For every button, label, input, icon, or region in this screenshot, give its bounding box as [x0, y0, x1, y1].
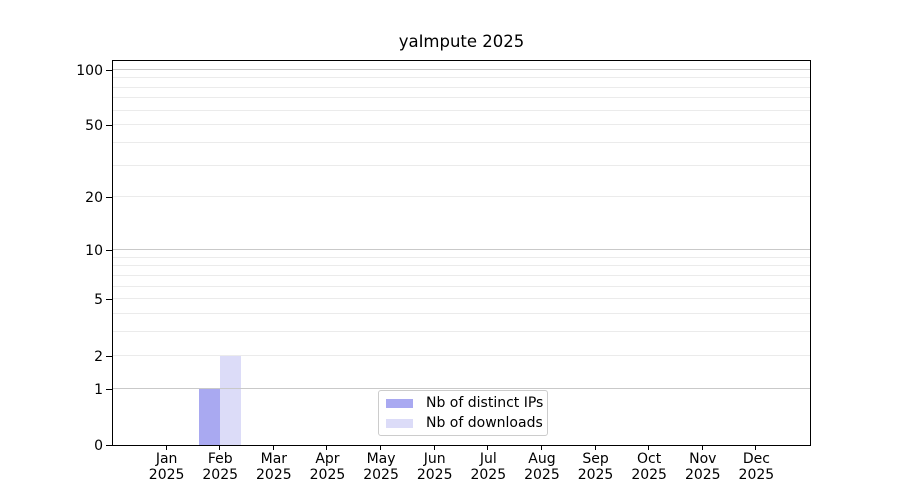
gridline-minor: [113, 298, 810, 299]
gridline-minor: [113, 313, 810, 314]
y-tick-label: 20: [85, 190, 103, 207]
x-tick-month: Jun: [423, 451, 446, 467]
legend-label: Nb of downloads: [426, 415, 543, 431]
gridline-minor: [113, 196, 810, 197]
y-tick: [106, 70, 112, 71]
x-tick-label: Mar 2025: [242, 451, 306, 483]
y-tick: [106, 197, 112, 198]
x-tick-year: 2025: [631, 466, 667, 483]
y-tick-label: 100: [76, 62, 103, 79]
x-tick-month: Apr: [315, 451, 340, 467]
y-tick-label: 1: [94, 381, 103, 398]
x-tick: [541, 445, 542, 450]
gridline-minor: [113, 257, 810, 258]
gridline-minor: [113, 286, 810, 287]
gridline-minor: [113, 275, 810, 276]
legend-item: Nb of distinct IPs: [379, 393, 547, 413]
gridline-major: [113, 249, 810, 250]
x-tick: [166, 445, 167, 450]
y-tick: [106, 356, 112, 357]
plot-area: Nb of distinct IPs Nb of downloads 100 50 2…: [76, 60, 811, 482]
y-tick-label: 10: [85, 243, 103, 260]
x-tick-year: 2025: [309, 466, 346, 483]
gridline-minor: [113, 165, 810, 166]
legend-item: Nb of downloads: [379, 413, 547, 433]
x-tick-label: Nov 2025: [671, 451, 735, 483]
x-tick: [380, 445, 381, 450]
gridline-major: [113, 69, 810, 70]
x-tick-label: Oct 2025: [617, 451, 681, 483]
y-tick-label: 0: [94, 438, 103, 454]
x-tick-month: Feb: [207, 451, 233, 467]
x-tick-month: Aug: [528, 451, 556, 467]
x-tick-label: Dec 2025: [724, 451, 788, 483]
x-tick-year: 2025: [524, 466, 560, 483]
legend-label: Nb of distinct IPs: [426, 395, 544, 411]
x-tick: [326, 445, 327, 450]
gridline-minor: [113, 331, 810, 332]
y-tick: [106, 389, 112, 390]
legend-swatch: [386, 418, 413, 428]
x-tick-year: 2025: [202, 466, 239, 483]
x-tick-year: 2025: [363, 466, 399, 483]
gridline-minor: [113, 87, 810, 88]
x-tick-year: 2025: [738, 466, 775, 483]
legend-swatch: [386, 398, 413, 408]
y-tick: [106, 445, 112, 446]
x-tick: [595, 445, 596, 450]
gridline-minor: [113, 110, 810, 111]
x-tick-month: Sep: [582, 451, 609, 467]
x-tick-month: Mar: [260, 451, 288, 467]
x-tick-year: 2025: [577, 466, 614, 483]
y-tick: [106, 299, 112, 300]
gridline-minor: [113, 142, 810, 143]
bar-distinct-ips: [199, 388, 221, 445]
x-tick: [434, 445, 435, 450]
x-tick-year: 2025: [416, 466, 453, 483]
gridline-minor: [113, 77, 810, 78]
gridline-minor: [113, 355, 810, 356]
x-tick-month: Oct: [637, 451, 662, 467]
x-tick: [487, 445, 488, 450]
x-tick: [648, 445, 649, 450]
x-tick-label: Feb 2025: [188, 451, 252, 483]
x-tick-month: Jan: [155, 451, 178, 467]
x-tick-label: Aug 2025: [510, 451, 574, 483]
gridline-minor: [113, 124, 810, 125]
x-tick-label: May 2025: [349, 451, 413, 483]
gridline-minor: [113, 97, 810, 98]
y-tick: [106, 125, 112, 126]
x-tick-label: Sep 2025: [564, 451, 628, 483]
x-tick: [702, 445, 703, 450]
legend: Nb of distinct IPs Nb of downloads: [378, 390, 548, 436]
gridline-major: [113, 388, 810, 389]
x-tick: [755, 445, 756, 450]
x-tick-year: 2025: [148, 466, 185, 483]
x-tick: [219, 445, 220, 450]
x-tick-year: 2025: [256, 466, 292, 483]
y-tick: [106, 250, 112, 251]
y-tick-label: 2: [94, 348, 103, 365]
y-tick-label: 50: [85, 118, 103, 135]
chart-title: yaImpute 2025: [398, 32, 525, 51]
bar-downloads: [220, 355, 242, 445]
x-tick-year: 2025: [684, 466, 721, 483]
x-tick-month: May: [366, 451, 396, 467]
x-tick-label: Apr 2025: [295, 451, 359, 483]
x-tick-month: Jul: [479, 451, 497, 467]
x-tick-month: Dec: [742, 451, 770, 467]
y-tick-label: 5: [94, 292, 103, 309]
x-tick-label: Jan 2025: [135, 451, 199, 483]
x-tick: [273, 445, 274, 450]
x-tick-label: Jun 2025: [403, 451, 467, 483]
x-tick-month: Nov: [689, 451, 717, 467]
gridline-minor: [113, 265, 810, 266]
x-tick-label: Jul 2025: [456, 451, 520, 483]
x-tick-year: 2025: [470, 466, 507, 483]
